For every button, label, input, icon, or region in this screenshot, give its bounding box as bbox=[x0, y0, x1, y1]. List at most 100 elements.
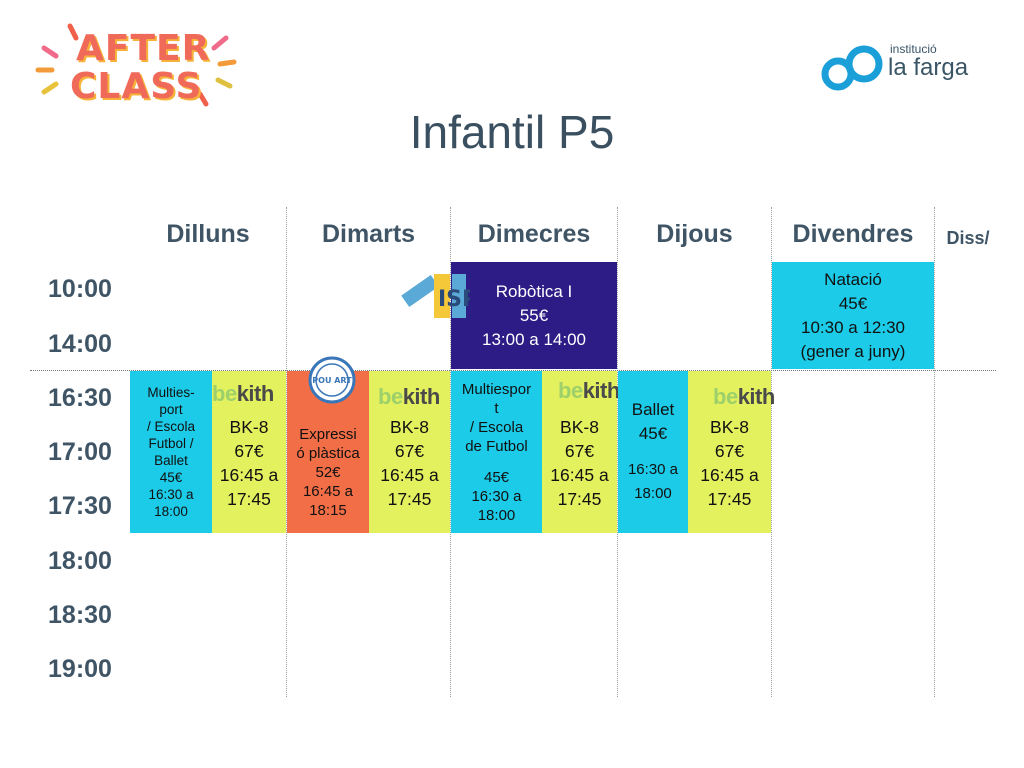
activity-natacio[interactable]: Natació 45€ 10:30 a 12:30 (gener a juny) bbox=[772, 262, 934, 369]
after-word: AFTER bbox=[76, 28, 211, 69]
activity-line: t bbox=[494, 399, 499, 417]
activity-time: 18:00 bbox=[634, 485, 672, 502]
activity-price: 45€ bbox=[638, 424, 668, 443]
activity-line: BK-8 bbox=[710, 417, 749, 437]
logo-institucio: institució bbox=[890, 42, 937, 56]
activity-time: 16:30 a bbox=[471, 487, 522, 505]
day-header-dimarts: Dimarts bbox=[321, 220, 416, 248]
activity-time: 16:45 a bbox=[302, 482, 354, 500]
day-header-dimecres: Dimecres bbox=[477, 220, 591, 248]
activity-time: 18:00 bbox=[154, 504, 188, 519]
activity-price: 52€ bbox=[315, 463, 341, 481]
activity-time: 17:45 bbox=[227, 489, 271, 509]
activity-bk8-dilluns[interactable]: BK-8 67€ 16:45 a 17:45 bbox=[212, 371, 286, 533]
row-divider bbox=[30, 370, 996, 371]
activity-price: 45€ bbox=[838, 293, 868, 313]
bekith-kith: kith bbox=[737, 384, 776, 409]
activity-line: BK-8 bbox=[390, 417, 429, 437]
activity-time: 16:45 a bbox=[219, 465, 279, 485]
activity-line: / Escola bbox=[469, 418, 524, 436]
logo-la-farga: la farga bbox=[888, 54, 969, 81]
bekith-logo: bekith bbox=[713, 384, 775, 410]
time-label: 14:00 bbox=[48, 330, 112, 358]
class-word: CLASS bbox=[70, 66, 203, 107]
isp-logo-icon: ISP bbox=[398, 270, 478, 322]
time-label: 10:00 bbox=[48, 275, 112, 303]
activity-line: BK-8 bbox=[229, 417, 269, 437]
time-label: 17:00 bbox=[48, 438, 112, 466]
activity-time: 16:30 a bbox=[148, 487, 194, 502]
activity-time: 17:45 bbox=[557, 489, 602, 509]
activity-line: de Futbol bbox=[465, 437, 528, 455]
activity-line: Ballet bbox=[154, 453, 188, 468]
la-farga-logo: institució la farga bbox=[820, 40, 1000, 100]
column-divider bbox=[934, 207, 935, 697]
bekith-kith: kith bbox=[236, 381, 275, 406]
activity-line: Futbol / bbox=[148, 436, 194, 451]
activity-robotica[interactable]: Robòtica I 55€ 13:00 a 14:00 bbox=[451, 262, 617, 369]
page-title: Infantil P5 bbox=[409, 106, 615, 158]
activity-line: port bbox=[159, 402, 183, 417]
activity-time: 16:45 a bbox=[550, 465, 609, 485]
activity-bk8-dijous[interactable]: BK-8 67€ 16:45 a 17:45 bbox=[688, 371, 771, 533]
activity-price: 45€ bbox=[159, 470, 183, 485]
activity-line: Natació bbox=[824, 269, 882, 289]
activity-note: (gener a juny) bbox=[800, 341, 906, 361]
activity-time: 17:45 bbox=[387, 489, 432, 509]
day-header-dilluns: Dilluns bbox=[166, 220, 250, 248]
pou-art-logo-icon: POU ART bbox=[300, 356, 362, 408]
activity-bk8-dimecres[interactable]: BK-8 67€ 16:45 a 17:45 bbox=[542, 371, 617, 533]
activity-line: Multiespor bbox=[461, 380, 532, 398]
bekith-be: be bbox=[713, 384, 738, 409]
after-class-logo: AFTER CLASS bbox=[30, 18, 245, 118]
time-label: 17:30 bbox=[48, 492, 112, 520]
activity-time: 16:45 a bbox=[380, 465, 439, 485]
activity-time: 16:30 a bbox=[627, 461, 679, 478]
time-label: 19:00 bbox=[48, 655, 112, 683]
activity-price: 67€ bbox=[564, 441, 595, 461]
column-divider bbox=[771, 207, 772, 697]
day-header-dijous: Dijous bbox=[656, 220, 733, 248]
bekith-kith: kith bbox=[582, 378, 621, 403]
column-divider bbox=[286, 207, 287, 697]
activity-time: 18:15 bbox=[309, 501, 347, 519]
splash-rays-icon bbox=[35, 23, 237, 107]
activity-price: 67€ bbox=[714, 441, 745, 461]
day-header-divendres: Divendres bbox=[792, 220, 914, 248]
activity-price: 67€ bbox=[394, 441, 425, 461]
activity-price: 55€ bbox=[519, 305, 549, 325]
bekith-logo: bekith bbox=[212, 381, 274, 407]
activity-time: 17:45 bbox=[707, 489, 752, 509]
time-label: 18:30 bbox=[48, 601, 112, 629]
activity-line: Robòtica I bbox=[495, 281, 573, 301]
day-header-dissabte: Diss/ bbox=[946, 228, 990, 248]
bekith-logo: bekith bbox=[558, 378, 620, 404]
column-divider bbox=[450, 207, 451, 697]
activity-time: 18:00 bbox=[477, 506, 516, 524]
activity-line: BK-8 bbox=[560, 417, 599, 437]
time-label: 18:00 bbox=[48, 547, 112, 575]
activity-ballet-dijous[interactable]: Ballet 45€ 16:30 a 18:00 bbox=[618, 371, 688, 533]
activity-multisport-dimecres[interactable]: Multiespor t / Escola de Futbol 45€ 16:3… bbox=[451, 371, 542, 533]
bekith-be: be bbox=[378, 384, 403, 409]
activity-time: 10:30 a 12:30 bbox=[801, 317, 905, 337]
activity-line: Multies- bbox=[147, 385, 195, 400]
activity-time: 16:45 a bbox=[700, 465, 759, 485]
isp-logo-text: ISP bbox=[438, 287, 470, 312]
time-label: 16:30 bbox=[48, 384, 112, 412]
bekith-kith: kith bbox=[402, 384, 441, 409]
pou-art-logo-text: POU ART bbox=[312, 376, 352, 385]
activity-price: 45€ bbox=[483, 468, 510, 486]
activity-time: 13:00 a 14:00 bbox=[482, 329, 586, 349]
bekith-be: be bbox=[212, 381, 237, 406]
column-divider bbox=[617, 207, 618, 697]
bekith-be: be bbox=[558, 378, 583, 403]
activity-multisport-dilluns[interactable]: Multies- port / Escola Futbol / Ballet 4… bbox=[130, 371, 212, 533]
bekith-logo: bekith bbox=[378, 384, 440, 410]
activity-price: 67€ bbox=[234, 441, 264, 461]
activity-line: ó plàstica bbox=[296, 444, 360, 462]
activity-line: / Escola bbox=[146, 419, 196, 434]
la-farga-mark-icon bbox=[821, 45, 883, 91]
activity-bk8-dimarts[interactable]: BK-8 67€ 16:45 a 17:45 bbox=[369, 371, 450, 533]
activity-line: Expressi bbox=[299, 425, 357, 443]
